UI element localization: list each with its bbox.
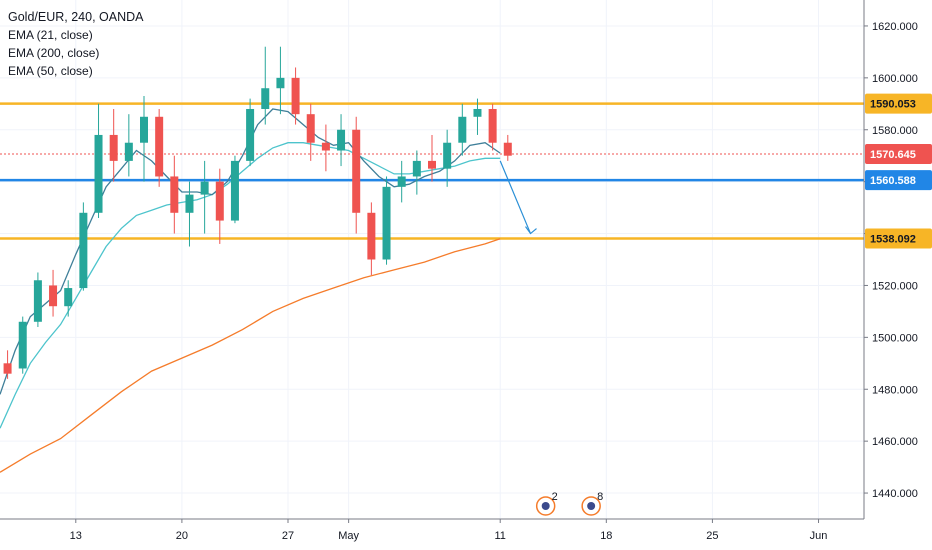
resistance-tag (865, 93, 932, 114)
candle-body (412, 160, 421, 177)
price-tick-label: 1620.000 (872, 21, 918, 33)
time-tick-label: May (338, 530, 359, 542)
event-icon-core (587, 502, 596, 510)
candle-body (261, 88, 270, 109)
candle-body (215, 181, 224, 221)
price-tick-label: 1520.000 (872, 280, 918, 292)
time-tick-label: 11 (494, 530, 505, 542)
candle-body (337, 129, 346, 151)
projection-arrow-line (499, 160, 532, 234)
candle-body (503, 142, 512, 156)
candle-body (170, 176, 179, 213)
ema50-legend[interactable]: EMA (50, close) (8, 64, 93, 78)
candle-body (124, 142, 133, 161)
candle-body (3, 363, 12, 374)
grid-lines (0, 0, 864, 519)
event-count: 8 (597, 491, 603, 503)
candle-body (246, 108, 255, 161)
price-tick-label: 1440.000 (872, 488, 918, 500)
ema200-line (0, 238, 501, 473)
candle-body (94, 134, 103, 213)
support-low-tag (865, 228, 932, 249)
candle-body (79, 212, 88, 289)
price-tick-label: 1480.000 (872, 384, 918, 396)
time-tick-label: 13 (70, 530, 82, 542)
price-tick-label: 1580.000 (872, 125, 918, 137)
time-axis[interactable]: 13 20 27 May 11 18 25 Jun (70, 519, 828, 542)
chart-legend: Gold/EUR, 240, OANDA EMA (21, close) EMA… (8, 8, 143, 80)
support-tag (865, 170, 932, 191)
candle-body (458, 116, 467, 143)
resistance-label: 1590.053 (870, 99, 916, 111)
candle-body (397, 176, 406, 187)
projection-arrow-head (525, 226, 537, 235)
symbol-title[interactable]: Gold/EUR, 240, OANDA (8, 10, 144, 24)
candle-body (306, 114, 315, 143)
price-tick-label: 1600.000 (872, 73, 918, 85)
candle-body (352, 129, 361, 213)
candle-body (443, 142, 452, 169)
candle-body (33, 280, 42, 322)
candle-body (64, 288, 73, 307)
candle-body (155, 116, 164, 177)
event-count: 2 (552, 491, 558, 503)
time-tick-label: 27 (282, 530, 294, 542)
candles (3, 46, 512, 379)
candle-body (276, 77, 285, 89)
price-tags: 1590.053 1560.588 1538.092 1570.645 (865, 93, 932, 249)
candle-body (140, 116, 148, 143)
price-tick-label: 1460.000 (872, 436, 918, 448)
drawings (499, 160, 537, 235)
candle-body (473, 108, 482, 117)
candle-body (321, 142, 330, 151)
time-tick-label: 25 (706, 530, 718, 542)
candle-body (49, 285, 58, 307)
time-tick-label: Jun (810, 530, 828, 542)
last-price-tag (865, 144, 932, 165)
candle-body (18, 321, 27, 369)
time-tick-label: 18 (600, 530, 612, 542)
candle-body (291, 77, 300, 115)
last-price-label: 1570.645 (870, 149, 916, 161)
event-icon-core (541, 502, 550, 510)
candle-body (109, 134, 118, 161)
ema21-legend[interactable]: EMA (21, close) (8, 28, 93, 42)
candle-body (428, 160, 436, 169)
time-tick-label: 20 (176, 530, 188, 542)
candle-body (367, 212, 376, 260)
support-label: 1560.588 (870, 175, 916, 187)
candle-body (382, 186, 391, 260)
candle-body (200, 181, 209, 195)
price-tick-label: 1500.000 (872, 332, 918, 344)
candle-body (230, 160, 239, 221)
candle-body (488, 108, 497, 143)
support-low-label: 1538.092 (870, 234, 916, 246)
candle-body (185, 194, 194, 213)
ema200-legend[interactable]: EMA (200, close) (8, 46, 100, 60)
